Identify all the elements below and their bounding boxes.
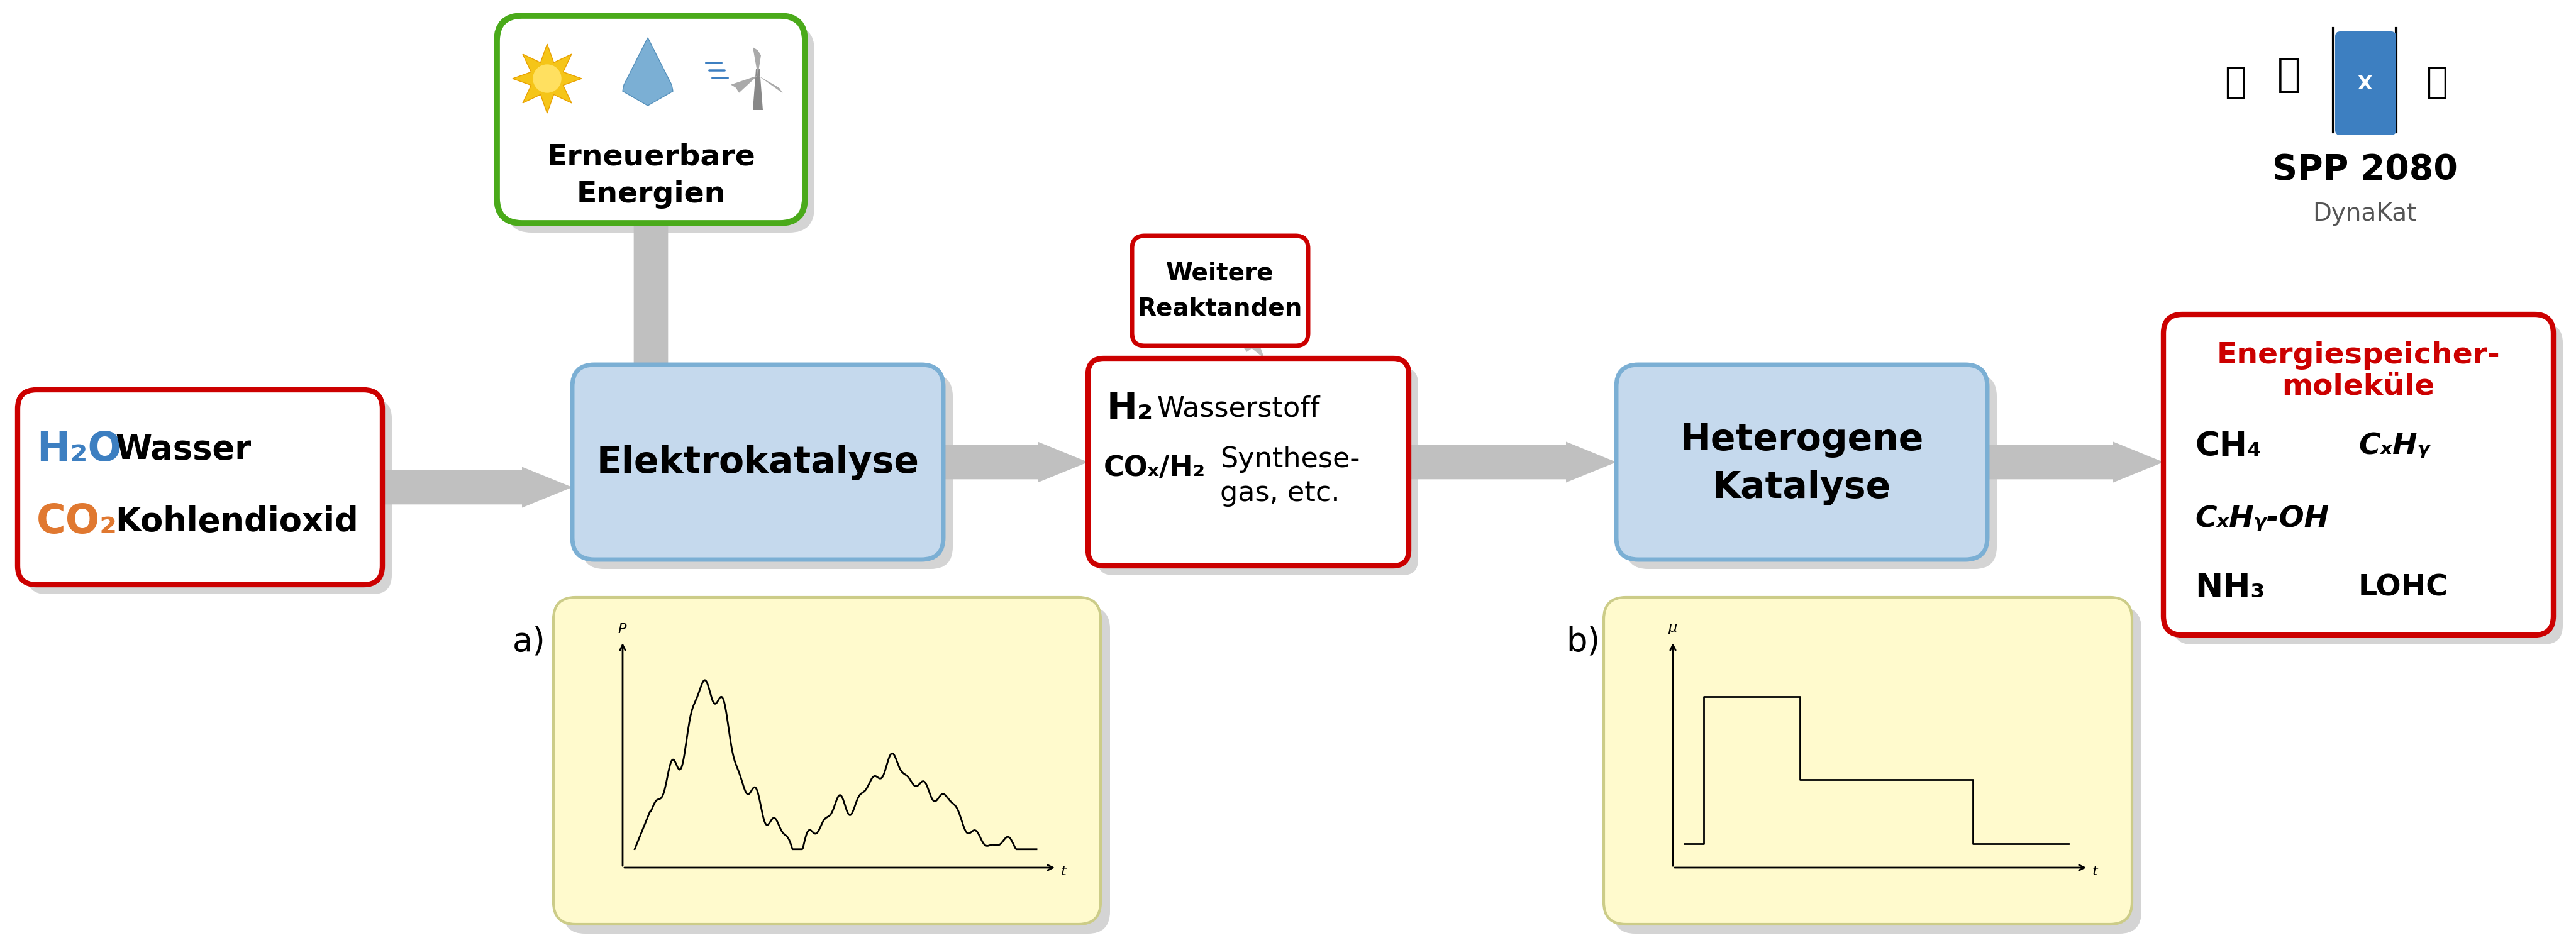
Polygon shape — [943, 442, 1087, 483]
Text: $t$: $t$ — [1061, 865, 1069, 878]
FancyBboxPatch shape — [507, 25, 814, 233]
Text: CH₄: CH₄ — [2195, 430, 2262, 463]
FancyBboxPatch shape — [1615, 365, 1986, 560]
Text: CₓHᵧ: CₓHᵧ — [2360, 432, 2429, 461]
Text: 🧪: 🧪 — [2427, 64, 2447, 100]
Circle shape — [533, 65, 562, 92]
FancyBboxPatch shape — [2164, 314, 2553, 635]
Text: moleküle: moleküle — [2282, 372, 2434, 401]
Polygon shape — [752, 69, 762, 110]
Text: $t$: $t$ — [2092, 865, 2099, 878]
Text: 🔌: 🔌 — [2277, 57, 2300, 94]
FancyBboxPatch shape — [564, 607, 1110, 934]
FancyBboxPatch shape — [26, 399, 392, 594]
FancyBboxPatch shape — [1605, 598, 2133, 924]
FancyBboxPatch shape — [1613, 607, 2141, 934]
Polygon shape — [381, 466, 572, 507]
Text: Wasserstoff: Wasserstoff — [1157, 395, 1321, 422]
Text: Reaktanden: Reaktanden — [1139, 296, 1303, 320]
Polygon shape — [1409, 442, 1615, 483]
Text: 🔌: 🔌 — [2226, 64, 2246, 100]
Text: $P$: $P$ — [618, 623, 629, 636]
Text: CO₂: CO₂ — [36, 503, 118, 542]
Polygon shape — [631, 223, 672, 440]
Polygon shape — [1986, 442, 2164, 483]
FancyBboxPatch shape — [18, 390, 381, 584]
Text: b): b) — [1566, 625, 1600, 657]
Text: gas, etc.: gas, etc. — [1221, 480, 1340, 507]
Text: SPP 2080: SPP 2080 — [2272, 153, 2458, 187]
FancyBboxPatch shape — [2334, 31, 2396, 135]
Text: Energiespeicher-: Energiespeicher- — [2218, 341, 2501, 370]
Text: a): a) — [513, 625, 546, 657]
Text: Kohlendioxid: Kohlendioxid — [116, 505, 358, 539]
FancyBboxPatch shape — [554, 598, 1100, 924]
Text: Heterogene: Heterogene — [1680, 422, 1924, 458]
Text: Synthese-: Synthese- — [1221, 446, 1360, 472]
Text: Energien: Energien — [577, 180, 726, 209]
Text: LOHC: LOHC — [2360, 574, 2447, 602]
Text: $\mu$: $\mu$ — [1669, 623, 1677, 636]
Text: Elektrokatalyse: Elektrokatalyse — [598, 445, 920, 480]
Text: X: X — [2357, 74, 2372, 93]
Polygon shape — [732, 75, 757, 93]
Text: NH₃: NH₃ — [2195, 572, 2264, 604]
Polygon shape — [623, 38, 672, 105]
Text: Wasser: Wasser — [116, 433, 250, 466]
Polygon shape — [513, 44, 582, 113]
Polygon shape — [752, 48, 760, 75]
FancyBboxPatch shape — [2174, 324, 2563, 644]
FancyBboxPatch shape — [1131, 236, 1309, 346]
Text: Katalyse: Katalyse — [1713, 469, 1891, 505]
Polygon shape — [757, 75, 783, 93]
Polygon shape — [1229, 315, 1265, 358]
FancyBboxPatch shape — [1087, 358, 1409, 566]
Text: CₓHᵧ-OH: CₓHᵧ-OH — [2195, 504, 2329, 533]
FancyBboxPatch shape — [497, 16, 804, 223]
FancyBboxPatch shape — [1625, 374, 1996, 569]
FancyBboxPatch shape — [582, 374, 953, 569]
FancyBboxPatch shape — [1097, 368, 1419, 576]
Text: H₂: H₂ — [1108, 390, 1154, 427]
FancyBboxPatch shape — [572, 365, 943, 560]
Text: Erneuerbare: Erneuerbare — [546, 143, 755, 171]
Text: COₓ/H₂: COₓ/H₂ — [1103, 455, 1206, 482]
Text: Weitere: Weitere — [1167, 261, 1275, 285]
Text: DynaKat: DynaKat — [2313, 201, 2416, 226]
Text: H₂O: H₂O — [36, 430, 121, 469]
